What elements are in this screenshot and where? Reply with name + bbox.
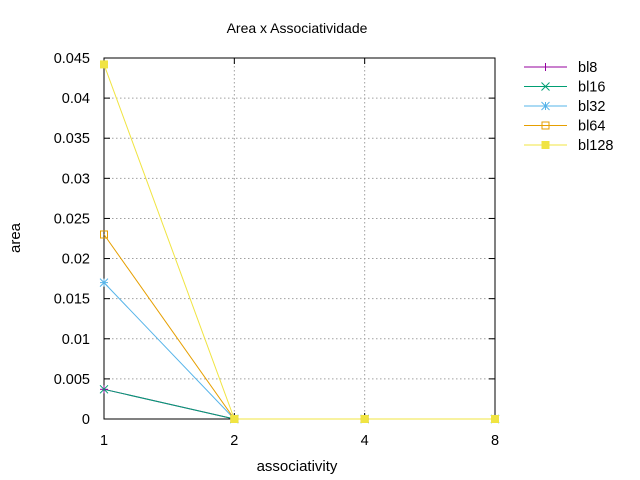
data-point-bl64-shape: [100, 230, 108, 239]
data-point-bl128-shape: [100, 60, 108, 69]
data-point-bl128: [491, 415, 499, 423]
legend-label-bl8: bl8: [578, 60, 597, 76]
y-tick-label: 0.025: [54, 211, 90, 227]
data-point-bl128: [360, 415, 369, 423]
legend: bl8 bl16 bl32 bl64 bl128: [524, 60, 613, 154]
legend-marker-bl32: [541, 101, 550, 111]
legend-label-bl32: bl32: [578, 99, 605, 115]
grid-lines: [104, 58, 495, 419]
data-point-bl16-stroke: [99, 384, 109, 394]
data-point-bl128: [100, 60, 108, 69]
data-point-bl32: [99, 278, 109, 287]
y-tick-label: 0.035: [54, 131, 90, 147]
y-tick-label: 0.015: [54, 292, 90, 308]
legend-label-bl128: bl128: [578, 138, 613, 154]
data-point-bl64: [100, 230, 108, 239]
y-tick-label: 0.045: [54, 51, 90, 67]
axis-ticks: 0 0.005 0.01 0.015 0.02 0.025 0.03 0.035 0.04 0.0…: [54, 51, 499, 449]
y-tick-label: 0.01: [62, 332, 90, 348]
y-axis-label: area: [7, 222, 24, 253]
x-tick-label: 2: [230, 433, 238, 449]
legend-marker-bl128: [541, 141, 550, 149]
data-point-bl128: [230, 415, 239, 423]
x-axis-label: associativity: [257, 458, 338, 475]
data-point-bl16: [99, 384, 109, 394]
legend-marker-bl32-stroke: [541, 101, 550, 111]
legend-marker-bl128-shape: [541, 141, 550, 149]
x-tick-label: 4: [361, 433, 369, 449]
legend-marker-bl64-shape: [541, 121, 550, 130]
y-tick-label: 0: [82, 412, 90, 428]
series-points: [99, 60, 500, 424]
chart-title: Area x Associatividade: [227, 20, 368, 36]
data-point-bl128-shape: [491, 415, 499, 423]
legend-marker-bl16: [541, 82, 550, 91]
legend-label-bl64: bl64: [578, 119, 605, 135]
data-point-bl32-stroke: [99, 278, 109, 287]
x-tick-label: 8: [491, 433, 499, 449]
x-tick-label: 1: [100, 433, 108, 449]
data-point-bl128-shape: [230, 415, 239, 423]
legend-marker-bl8: [541, 63, 550, 71]
legend-marker-bl64: [541, 121, 550, 130]
y-tick-label: 0.02: [62, 252, 90, 268]
y-tick-label: 0.04: [62, 91, 90, 107]
series-line-bl128: [103, 64, 495, 420]
y-tick-label: 0.005: [54, 372, 90, 388]
data-point-bl128-shape: [360, 415, 369, 423]
y-tick-label: 0.03: [62, 171, 90, 187]
legend-marker-bl16-stroke: [541, 82, 550, 91]
legend-label-bl16: bl16: [578, 80, 605, 96]
series-lines: [103, 64, 495, 420]
